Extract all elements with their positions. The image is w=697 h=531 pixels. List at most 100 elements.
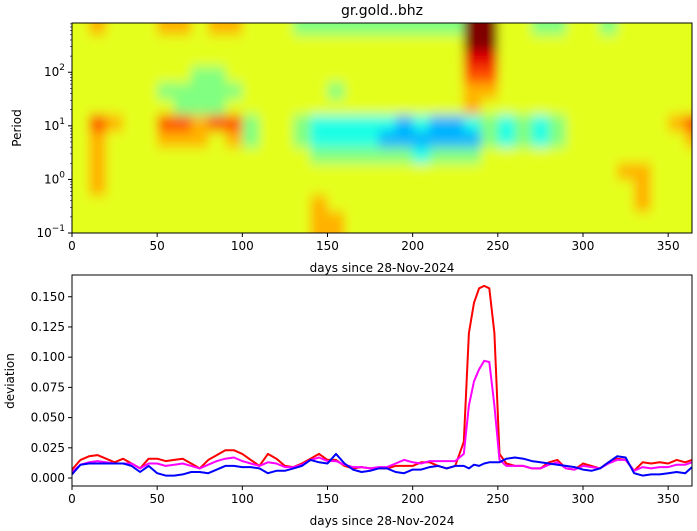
heatmap-cell <box>327 115 346 132</box>
heatmap-cell <box>327 163 346 180</box>
heatmap-cell <box>548 82 567 100</box>
x-tick-label: 50 <box>150 239 165 253</box>
heatmap-cell <box>582 147 601 164</box>
heatmap-cell <box>617 82 635 100</box>
heatmap-cell <box>514 50 533 68</box>
heatmap-cell <box>685 82 692 100</box>
heatmap-cell <box>634 147 652 164</box>
heatmap-cell <box>140 23 158 36</box>
heatmap-cell <box>174 195 192 213</box>
heatmap-cell <box>276 115 294 132</box>
heatmap-cell <box>344 115 363 132</box>
heatmap-cell <box>276 66 294 84</box>
heatmap-cell <box>480 34 499 52</box>
heatmap-cell <box>565 50 584 68</box>
heatmap-cell <box>327 99 346 116</box>
heatmap-cell <box>514 99 533 116</box>
heatmap-cell <box>157 211 175 233</box>
heatmap-cell <box>463 131 482 148</box>
heatmap-cell <box>548 179 567 196</box>
heatmap-cell <box>106 147 124 164</box>
heatmap-cell <box>174 34 192 52</box>
y-tick-label: 101 <box>44 117 65 133</box>
heatmap-cell <box>157 66 175 84</box>
heatmap-cell <box>327 179 346 196</box>
heatmap-cell <box>191 147 209 164</box>
heatmap-cell <box>344 163 363 180</box>
heatmap-cell <box>582 115 601 132</box>
heatmap-cell <box>548 66 567 84</box>
heatmap-cell <box>225 66 243 84</box>
heatmap-cell <box>685 211 692 233</box>
heatmap-cell <box>276 34 294 52</box>
heatmap-cell <box>600 131 618 148</box>
heatmap-cell <box>668 115 686 132</box>
heatmap-cell <box>565 179 584 196</box>
heatmap-cell <box>174 50 192 68</box>
heatmap-cell <box>651 34 669 52</box>
heatmap-cell <box>497 163 516 180</box>
heatmap-cell <box>651 179 669 196</box>
heatmap-cell <box>327 131 346 148</box>
heatmap-cell <box>89 99 107 116</box>
heatmap-cell <box>617 131 635 148</box>
heatmap-cell <box>668 147 686 164</box>
heatmap-cell <box>242 99 260 116</box>
heatmap-cell <box>361 23 380 36</box>
heatmap-cell <box>582 82 601 100</box>
heatmap-cell <box>514 34 533 52</box>
heatmap-cell <box>514 147 533 164</box>
heatmap-cell <box>446 179 465 196</box>
heatmap-cell <box>582 50 601 68</box>
heatmap-cell <box>344 131 363 148</box>
heatmap-cell <box>123 23 141 36</box>
heatmap-cell <box>480 195 499 213</box>
heatmap-cell <box>293 99 311 116</box>
heatmap-cell <box>310 147 328 164</box>
heatmap-cell <box>565 99 584 116</box>
heatmap-cell <box>276 147 294 164</box>
heatmap-cell <box>497 23 516 36</box>
heatmap-cell <box>497 179 516 196</box>
heatmap-cell <box>123 163 141 180</box>
y-tick-label: 0.100 <box>31 350 65 364</box>
heatmap-cell <box>106 179 124 196</box>
heatmap-cell <box>685 163 692 180</box>
heatmap-cell <box>361 211 380 233</box>
heatmap-cell <box>565 195 584 213</box>
heatmap-cell <box>514 115 533 132</box>
heatmap-cell <box>446 147 465 164</box>
heatmap-cell <box>548 34 567 52</box>
heatmap-cell <box>225 179 243 196</box>
heatmap-cell <box>242 195 260 213</box>
heatmap-cell <box>72 131 90 148</box>
heatmap-cell <box>634 23 652 36</box>
heatmap-cell <box>140 131 158 148</box>
heatmap-cell <box>276 82 294 100</box>
heatmap-cell <box>446 163 465 180</box>
x-tick-label: 350 <box>657 239 680 253</box>
heatmap-cell <box>140 115 158 132</box>
heatmap-cell <box>634 50 652 68</box>
heatmap-cell <box>548 115 567 132</box>
heatmap-cell <box>276 195 294 213</box>
heatmap-cell <box>412 195 431 213</box>
heatmap-cell <box>685 131 692 148</box>
heatmap-cell <box>174 163 192 180</box>
heatmap-cell <box>480 115 499 132</box>
heatmap-cell <box>531 147 550 164</box>
heatmap-cell <box>395 147 414 164</box>
heatmap-cell <box>191 50 209 68</box>
heatmap-cell <box>446 195 465 213</box>
heatmap-cell <box>242 23 260 36</box>
heatmap-cell <box>600 82 618 100</box>
heatmap-cell <box>412 147 431 164</box>
heatmap-cell <box>344 50 363 68</box>
heatmap-cell <box>531 131 550 148</box>
heatmap-cell <box>480 147 499 164</box>
heatmap-cell <box>276 23 294 36</box>
heatmap-cell <box>327 23 346 36</box>
heatmap-cell <box>259 23 277 36</box>
heatmap-cell <box>327 34 346 52</box>
heatmap-cell <box>651 195 669 213</box>
